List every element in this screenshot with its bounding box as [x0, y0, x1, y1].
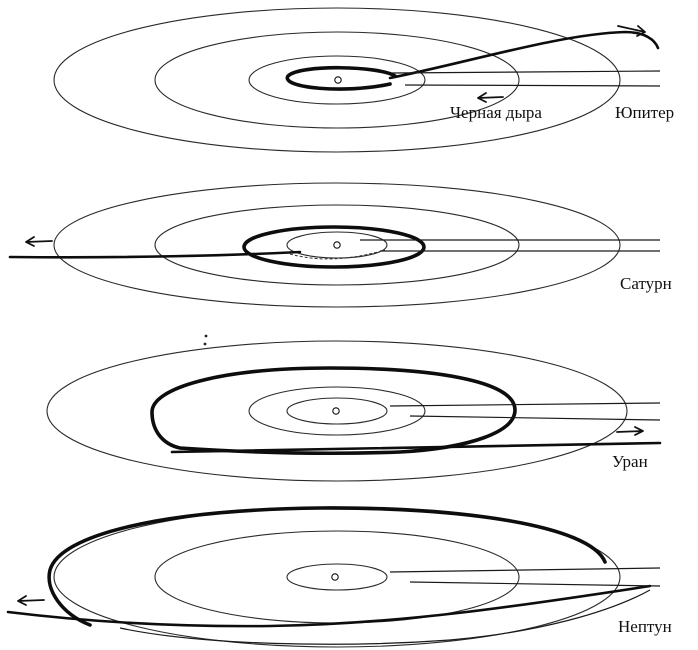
orbit-inner [248, 55, 426, 105]
captured-orbit [285, 65, 397, 91]
central-star [333, 241, 341, 249]
label-saturn: Сатурн [620, 274, 672, 293]
orbit-outer [46, 340, 628, 482]
dashed-inner-path [289, 249, 386, 260]
arrow-icon [25, 236, 53, 247]
arrow-icon [477, 92, 504, 103]
orbit-outer [53, 182, 621, 308]
label-jupiter: Юпитер [615, 103, 674, 122]
approach-line [409, 581, 661, 587]
lower-orbit-arc [119, 589, 651, 645]
approach-line [409, 415, 661, 421]
trajectory [388, 30, 660, 80]
approach-line [389, 567, 661, 573]
debris-dot [204, 334, 208, 338]
trajectory [170, 441, 662, 454]
orbit-middle [248, 386, 426, 436]
trajectory [8, 250, 302, 259]
panel-neptune: Нептун [6, 506, 672, 648]
panel-saturn: Сатурн [8, 182, 672, 308]
central-star [332, 407, 340, 415]
central-star [334, 76, 342, 84]
approach-line [404, 84, 661, 87]
arrow-icon [616, 426, 644, 436]
orbit-inner [286, 563, 388, 591]
label-neptune: Нептун [618, 617, 672, 636]
central-star [331, 573, 339, 581]
panel-jupiter: Черная дыра Юпитер [53, 7, 674, 153]
approach-line [391, 70, 661, 74]
debris-dot [203, 342, 207, 346]
label-uranus: Уран [612, 452, 648, 471]
orbit-outer [53, 7, 621, 153]
captured-orbit [47, 506, 607, 627]
orbit-middle [154, 204, 520, 286]
arrow-icon [617, 25, 646, 37]
orbit-middle [154, 31, 520, 129]
arrow-icon [17, 595, 45, 606]
orbit-inner [286, 231, 388, 259]
approach-line [389, 402, 661, 407]
trajectory [6, 584, 652, 628]
panel-uranus: Уран [46, 334, 662, 482]
captured-orbit [242, 225, 426, 269]
label-black-hole: Черная дыра [450, 103, 542, 122]
orbit-inner [286, 397, 388, 425]
